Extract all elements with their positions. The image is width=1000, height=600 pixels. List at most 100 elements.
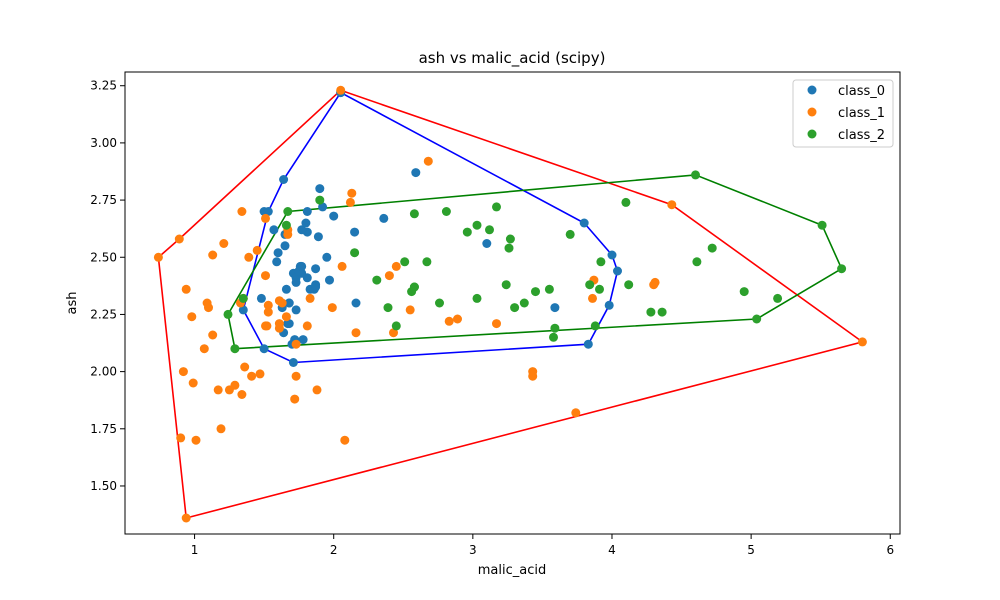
x-axis-label: malic_acid <box>478 563 546 578</box>
point-class-0 <box>604 300 614 310</box>
point-class-1 <box>219 239 229 248</box>
point-class-1 <box>345 197 355 207</box>
points-group <box>153 85 867 523</box>
point-class-1 <box>528 371 538 381</box>
point-class-2 <box>230 344 240 354</box>
legend-label-class-2: class_2 <box>838 128 885 143</box>
point-class-2 <box>441 207 451 216</box>
point-class-1 <box>240 362 250 372</box>
point-class-2 <box>590 321 600 331</box>
point-class-1 <box>302 321 312 331</box>
point-class-1 <box>857 337 867 347</box>
point-class-1 <box>230 380 240 390</box>
y-tick-label: 2.00 <box>90 365 117 379</box>
point-class-0 <box>298 335 308 345</box>
point-class-1 <box>340 435 350 445</box>
point-class-1 <box>444 316 454 326</box>
hull-class-2 <box>227 174 843 350</box>
point-class-1 <box>384 271 394 281</box>
point-class-2 <box>596 257 606 267</box>
point-class-1 <box>351 328 361 338</box>
point-class-1 <box>188 378 198 388</box>
point-class-0 <box>313 232 323 242</box>
point-class-1 <box>277 298 287 308</box>
y-tick-label: 1.75 <box>90 422 117 436</box>
point-class-1 <box>153 252 163 262</box>
point-class-0 <box>302 207 312 216</box>
point-class-2 <box>383 303 393 313</box>
point-class-2 <box>739 287 749 297</box>
point-class-1 <box>327 303 337 313</box>
point-class-1 <box>216 424 226 434</box>
point-class-0 <box>329 211 339 221</box>
point-class-0 <box>297 261 307 271</box>
point-class-2 <box>485 225 494 235</box>
point-class-2 <box>435 298 444 308</box>
point-class-1 <box>305 293 315 303</box>
point-class-1 <box>181 513 191 523</box>
point-class-2 <box>624 280 634 290</box>
point-class-0 <box>315 184 325 194</box>
point-class-1 <box>263 300 273 310</box>
point-class-1 <box>389 328 398 338</box>
chart-title: ash vs malic_acid (scipy) <box>419 49 606 68</box>
point-class-1 <box>290 394 300 404</box>
point-class-2 <box>773 293 783 303</box>
point-class-2 <box>505 234 515 244</box>
point-class-2 <box>544 284 554 294</box>
point-class-2 <box>817 220 827 230</box>
point-class-1 <box>178 367 188 377</box>
point-class-1 <box>261 321 270 331</box>
point-class-0 <box>613 266 622 276</box>
point-class-1 <box>347 188 357 198</box>
legend-frame <box>792 79 894 148</box>
point-class-2 <box>223 309 233 319</box>
point-class-1 <box>274 323 284 333</box>
point-class-1 <box>208 250 218 260</box>
point-class-2 <box>283 207 293 216</box>
point-class-0 <box>311 282 321 292</box>
point-class-2 <box>657 307 667 317</box>
point-class-1 <box>261 271 270 281</box>
point-class-0 <box>325 275 334 285</box>
point-class-1 <box>423 156 433 166</box>
point-class-1 <box>213 385 223 395</box>
point-class-1 <box>391 261 401 271</box>
point-class-0 <box>550 303 560 313</box>
point-class-1 <box>247 371 257 381</box>
point-class-2 <box>531 287 540 297</box>
point-class-1 <box>181 284 191 294</box>
x-axis: 1 2 3 4 5 6 <box>191 534 894 557</box>
point-class-2 <box>350 248 360 258</box>
point-class-0 <box>411 168 421 178</box>
point-class-2 <box>837 264 847 274</box>
point-class-0 <box>350 227 360 237</box>
point-class-0 <box>279 175 289 184</box>
point-class-1 <box>453 314 462 324</box>
point-class-2 <box>391 321 401 331</box>
point-class-1 <box>336 85 346 95</box>
point-class-1 <box>261 213 270 223</box>
point-class-1 <box>281 312 291 322</box>
point-class-1 <box>649 280 659 290</box>
point-class-2 <box>409 209 419 219</box>
x-tick-label: 5 <box>747 543 755 557</box>
point-class-0 <box>283 319 293 329</box>
point-class-1 <box>199 344 209 354</box>
point-class-1 <box>255 369 265 379</box>
legend-label-class-1: class_1 <box>838 106 885 121</box>
point-class-1 <box>237 207 247 216</box>
legend: class_0 class_1 class_2 <box>792 79 894 148</box>
point-class-2 <box>752 314 762 324</box>
point-class-2 <box>472 220 482 230</box>
point-class-1 <box>588 293 597 303</box>
point-class-1 <box>571 408 581 418</box>
point-class-0 <box>297 225 307 235</box>
point-class-2 <box>501 280 511 290</box>
point-class-2 <box>462 227 472 237</box>
point-class-2 <box>519 298 529 308</box>
point-class-2 <box>422 257 432 267</box>
point-class-2 <box>315 195 325 205</box>
point-class-0 <box>322 252 332 262</box>
